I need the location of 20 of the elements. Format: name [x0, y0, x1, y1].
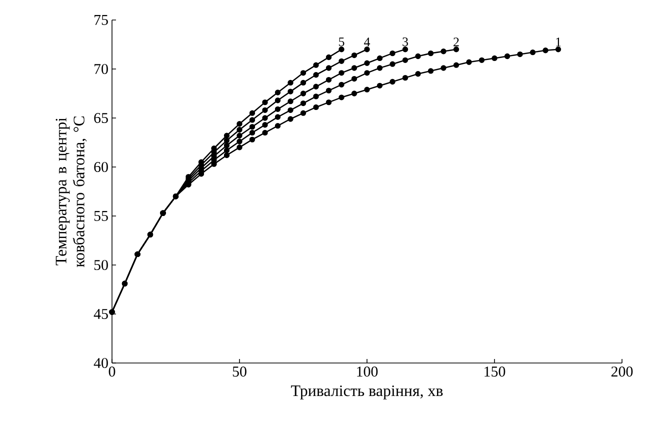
x-tick-label: 50: [232, 366, 246, 377]
series-label: 1: [556, 38, 561, 46]
x-tick-label: 150: [484, 366, 506, 377]
y-tick-label: 70: [94, 64, 108, 74]
x-tick-label: 200: [611, 366, 633, 377]
x-tick-label: 0: [108, 366, 116, 377]
y-tick-label: 60: [94, 162, 108, 172]
y-tick-label: 55: [94, 211, 108, 221]
series-label: 2: [454, 38, 459, 46]
x-tick-label: 100: [357, 366, 378, 377]
series-label: 3: [402, 37, 408, 46]
series-label: 4: [364, 38, 370, 46]
y-tick-label: 40: [94, 358, 108, 368]
x-axis-title: Тривалість варіння, хв: [291, 385, 443, 400]
y-tick-label: 65: [94, 112, 108, 124]
y-tick-label: 50: [94, 260, 108, 270]
y-axis-title: Температура в центрі ковбасного батона, °C: [56, 116, 87, 268]
y-tick-label: 75: [94, 15, 108, 25]
series-label: 5: [339, 38, 344, 46]
y-tick-label: 45: [94, 309, 108, 319]
